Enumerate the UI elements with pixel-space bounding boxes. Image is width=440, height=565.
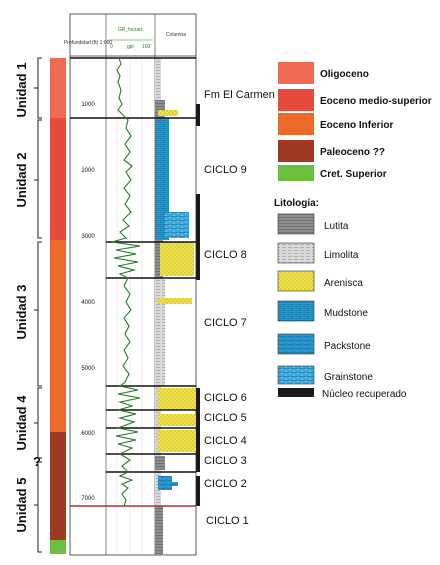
litho-arenisca-ciclo4 <box>157 430 196 452</box>
gr-scale-min: 0 <box>110 44 113 50</box>
age-legend: Oligoceno Eoceno medio-superior Eoceno I… <box>278 62 432 181</box>
lutita-pattern-icon <box>277 213 315 235</box>
core-bar-3 <box>196 388 200 472</box>
packstone-pattern-icon <box>277 333 315 355</box>
legend-label-nucleo-recuperado: Núcleo recuperado <box>322 389 407 400</box>
depth-track-header: Profundidad (ft) 1:000 <box>64 40 113 46</box>
cycle-label-fm-el-carmen: Fm El Carmen <box>204 89 275 101</box>
legend-label-paleoceno: Paleoceno ?? <box>320 147 385 158</box>
unidad-4-bracket <box>37 387 42 459</box>
litho-grainstone-block <box>165 212 189 238</box>
core-bar-legend-icon <box>278 388 314 397</box>
litho-arenisca-ciclo6 <box>157 388 196 410</box>
age-eoceno-medio-superior-band <box>50 118 66 240</box>
grainstone-pattern-icon <box>277 365 315 385</box>
legend-label-mudstone: Mudstone <box>324 308 368 319</box>
depth-tick-5000: 5000 <box>81 366 95 372</box>
unit-brackets <box>34 57 42 553</box>
legend-label-cret-superior: Cret. Superior <box>320 169 387 180</box>
unidad-2-bracket <box>37 119 42 239</box>
cycle-label-ciclo-2: CICLO 2 <box>204 478 247 490</box>
legend-swatch-oligoceno <box>278 62 314 84</box>
depth-tick-3000: 3000 <box>81 234 95 240</box>
cycle-label-ciclo-4: CICLO 4 <box>204 435 247 447</box>
cycle-label-ciclo-8: CICLO 8 <box>204 249 247 261</box>
litho-arenisca-ciclo8 <box>160 242 194 276</box>
core-bar-4 <box>196 476 200 506</box>
gr-scale-max: 100 <box>142 44 151 50</box>
legend-label-arenisca: Arenisca <box>324 278 363 289</box>
unidad-2-label: Unidad 2 <box>14 153 29 208</box>
unidad-1-bracket <box>37 57 42 119</box>
gr-curve <box>111 57 141 507</box>
age-eoceno-inferior-band <box>50 240 66 432</box>
cycle-label-ciclo-6: CICLO 6 <box>204 392 247 404</box>
unidad-3-bracket <box>37 241 42 387</box>
depth-tick-2000: 2000 <box>81 168 95 174</box>
legend-label-limolita: Limolita <box>324 250 359 261</box>
question-mark: ? <box>33 454 41 469</box>
cycle-label-ciclo-5: CICLO 5 <box>204 412 247 424</box>
gr-scale-mid: gpi <box>127 44 134 50</box>
age-column <box>50 58 66 554</box>
legend-label-eoceno-medio-superior: Eoceno medio-superior <box>320 96 432 107</box>
legend-swatch-cret-superior <box>278 165 314 181</box>
legend-swatch-eoceno-inferior <box>278 113 314 135</box>
depth-tick-4000: 4000 <box>81 300 95 306</box>
depth-tick-1000: 1000 <box>81 102 95 108</box>
legend-label-oligoceno: Oligoceno <box>320 69 369 80</box>
age-paleoceno-band <box>50 432 66 540</box>
legend-label-grainstone: Grainstone <box>324 372 373 383</box>
cycle-label-ciclo-3: CICLO 3 <box>204 455 247 467</box>
core-bar-2 <box>196 194 200 280</box>
core-bar-1 <box>196 104 200 126</box>
unidad-5-bracket <box>37 461 42 553</box>
log-panel <box>69 13 197 556</box>
lithology-legend: Litología: Lutita Limolita Arenisca Muds… <box>274 198 407 400</box>
column-track-header: Columna <box>166 32 186 38</box>
gr-track-header: GR_forzad <box>118 27 142 33</box>
legend-swatch-paleoceno <box>278 140 314 162</box>
age-oligoceno-band <box>50 58 66 118</box>
cycle-label-ciclo-7: CICLO 7 <box>204 317 247 329</box>
cycle-label-ciclo-1: CICLO 1 <box>206 515 249 527</box>
lithology-legend-title: Litología: <box>274 198 319 209</box>
limolita-pattern-icon <box>277 242 315 264</box>
litho-mudstone-block <box>155 118 169 240</box>
cycle-label-ciclo-9: CICLO 9 <box>204 164 247 176</box>
unidad-4-label: Unidad 4 <box>14 395 29 451</box>
mudstone-pattern-icon <box>277 300 315 322</box>
lithology-column <box>155 58 196 555</box>
legend-swatch-eoceno-medio-superior <box>278 89 314 111</box>
depth-ticks: 1000 2000 3000 4000 5000 6000 7000 <box>81 102 95 502</box>
depth-tick-6000: 6000 <box>81 431 95 437</box>
legend-label-lutita: Lutita <box>324 221 349 232</box>
age-cret-superior-band <box>50 540 66 554</box>
arenisca-pattern-icon <box>277 270 315 292</box>
unidad-5-label: Unidad 5 <box>14 478 29 533</box>
unidad-1-label: Unidad 1 <box>14 63 29 118</box>
core-bars <box>196 104 200 506</box>
cycle-labels: Fm El Carmen CICLO 9 CICLO 8 CICLO 7 CIC… <box>204 89 275 527</box>
legend-label-packstone: Packstone <box>324 341 371 352</box>
unidad-3-label: Unidad 3 <box>14 285 29 340</box>
depth-tick-7000: 7000 <box>81 496 95 502</box>
legend-label-eoceno-inferior: Eoceno Inferior <box>320 120 393 131</box>
